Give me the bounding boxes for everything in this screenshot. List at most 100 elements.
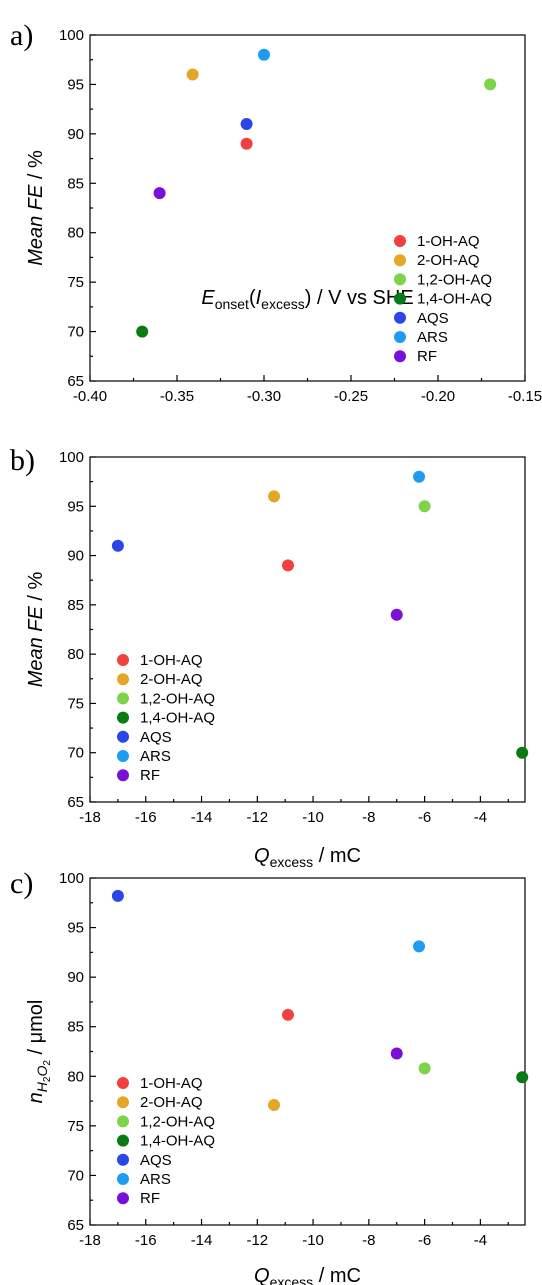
x-tick-label: -4 <box>474 809 487 826</box>
data-point-rf <box>390 1047 403 1060</box>
x-tick-label: -14 <box>191 809 213 826</box>
label-part: / % <box>25 150 47 185</box>
legend-label: 2-OH-AQ <box>417 252 480 269</box>
y-tick-label: 80 <box>67 225 84 242</box>
y-tick-label: 70 <box>67 324 84 341</box>
y-tick-label: 75 <box>67 695 84 712</box>
x-axis-label: Qexcess / mC <box>254 845 361 870</box>
panel-letter: b) <box>10 444 35 477</box>
data-point-1-oh-aq <box>281 1008 294 1021</box>
label-part: ( <box>249 287 256 309</box>
x-tick-label: -14 <box>191 1232 213 1249</box>
data-point-1-2-oh-aq <box>418 1062 431 1075</box>
y-tick-label: 75 <box>67 274 84 291</box>
y-tick-label: 65 <box>67 373 84 390</box>
legend-marker <box>117 769 129 782</box>
data-point-ars <box>258 48 270 61</box>
y-tick-label: 80 <box>67 1068 84 1085</box>
y-tick-label: 85 <box>67 175 84 192</box>
legend: 1-OH-AQ 2-OH-AQ 1,2-OH-AQ 1,4-OH-AQ AQS ARS RF <box>394 233 492 365</box>
legend-marker <box>117 750 129 762</box>
legend-label: 2-OH-AQ <box>140 671 203 688</box>
x-tick-label: -18 <box>79 1232 101 1249</box>
data-point-1-oh-aq <box>281 559 294 572</box>
y-tick-label: 100 <box>59 449 84 466</box>
y-tick-label: 75 <box>67 1118 84 1135</box>
label-part: / μmol <box>25 1000 47 1060</box>
legend-marker <box>117 1153 129 1166</box>
legend-label: AQS <box>140 1152 172 1169</box>
y-tick-label: 65 <box>67 1217 84 1234</box>
x-tick-label: -18 <box>79 809 101 826</box>
x-tick-label: -0.30 <box>247 388 281 405</box>
legend-label: RF <box>140 767 160 784</box>
plot-frame <box>89 34 526 382</box>
label-part: excess <box>261 296 305 312</box>
label-part: FE <box>25 184 47 210</box>
y-tick-label: 90 <box>67 548 84 565</box>
panel-letter: a) <box>10 19 33 52</box>
label-part: Q <box>254 845 270 867</box>
legend-marker <box>117 1096 129 1109</box>
legend-marker <box>117 1115 129 1128</box>
legend-marker <box>117 673 129 686</box>
x-tick-label: -12 <box>246 1232 268 1249</box>
chart-panel-1: a) -0.40 -0.35 -0.30 -0.25 -0.20 -0.15 65 70 75 80… <box>10 19 542 405</box>
y-tick-label: 95 <box>67 920 84 937</box>
x-tick-label: -6 <box>418 809 431 826</box>
legend-marker <box>117 1134 129 1147</box>
data-point-rf <box>390 608 403 621</box>
legend-label: RF <box>140 1190 160 1207</box>
legend-marker <box>117 711 129 724</box>
legend-label: ARS <box>417 329 448 346</box>
chart-panel-2: b) -18 -16 -14 -12 -10 -8 -6 -4 65 70 75 80 85 90 95 100… <box>10 444 529 870</box>
data-point-1-4-oh-aq <box>516 1071 529 1084</box>
data-point-1-4-oh-aq <box>516 746 529 759</box>
legend-marker <box>394 292 406 305</box>
legend-label: AQS <box>417 310 449 327</box>
legend-marker <box>117 1077 129 1089</box>
label-part: FE <box>25 605 47 631</box>
x-axis-label: Eonset(Iexcess) / V vs SHE <box>201 287 413 312</box>
x-tick-label: -10 <box>302 1232 324 1249</box>
legend-label: 1,2-OH-AQ <box>417 271 492 288</box>
legend-marker <box>117 730 129 743</box>
label-part: I <box>256 287 262 309</box>
x-tick-label: -0.25 <box>334 388 368 405</box>
label-part: excess <box>270 854 314 870</box>
x-tick-label: -12 <box>246 809 268 826</box>
label-part: ) / V vs SHE <box>305 287 414 309</box>
label-part: 2 <box>42 1076 53 1082</box>
data-point-2-oh-aq <box>268 490 281 503</box>
label-part: H <box>34 1081 50 1092</box>
legend-label: 1-OH-AQ <box>140 1075 203 1092</box>
legend-marker <box>394 235 406 247</box>
legend-marker <box>394 331 406 343</box>
data-point-2-oh-aq <box>268 1099 281 1112</box>
x-tick-label: -8 <box>362 1232 375 1249</box>
legend-label: AQS <box>140 729 172 746</box>
y-tick-label: 85 <box>67 597 84 614</box>
chart-panel-3: c) -18 -16 -14 -12 -10 -8 -6 -4 65 70 75 80 85 90 95 100… <box>10 867 529 1285</box>
legend-marker <box>394 311 406 324</box>
legend-label: 1-OH-AQ <box>140 652 203 669</box>
legend-marker <box>117 692 129 705</box>
data-point-aqs <box>111 889 124 902</box>
x-tick-label: -0.35 <box>160 388 194 405</box>
x-tick-label: -6 <box>418 1232 431 1249</box>
y-tick-label: 80 <box>67 646 84 663</box>
data-point-2-oh-aq <box>186 68 199 81</box>
legend-label: 2-OH-AQ <box>140 1094 203 1111</box>
label-part: excess <box>270 1274 314 1285</box>
x-tick-label: -4 <box>474 1232 487 1249</box>
y-tick-label: 85 <box>67 1019 84 1036</box>
data-point-ars <box>413 470 426 483</box>
x-tick-label: -16 <box>135 809 157 826</box>
label-part: E <box>201 287 215 309</box>
legend-label: 1,2-OH-AQ <box>140 1113 215 1130</box>
data-point-rf <box>153 187 166 200</box>
x-tick-label: -8 <box>362 809 375 826</box>
legend-label: RF <box>417 348 437 365</box>
label-part: n <box>25 1092 47 1103</box>
